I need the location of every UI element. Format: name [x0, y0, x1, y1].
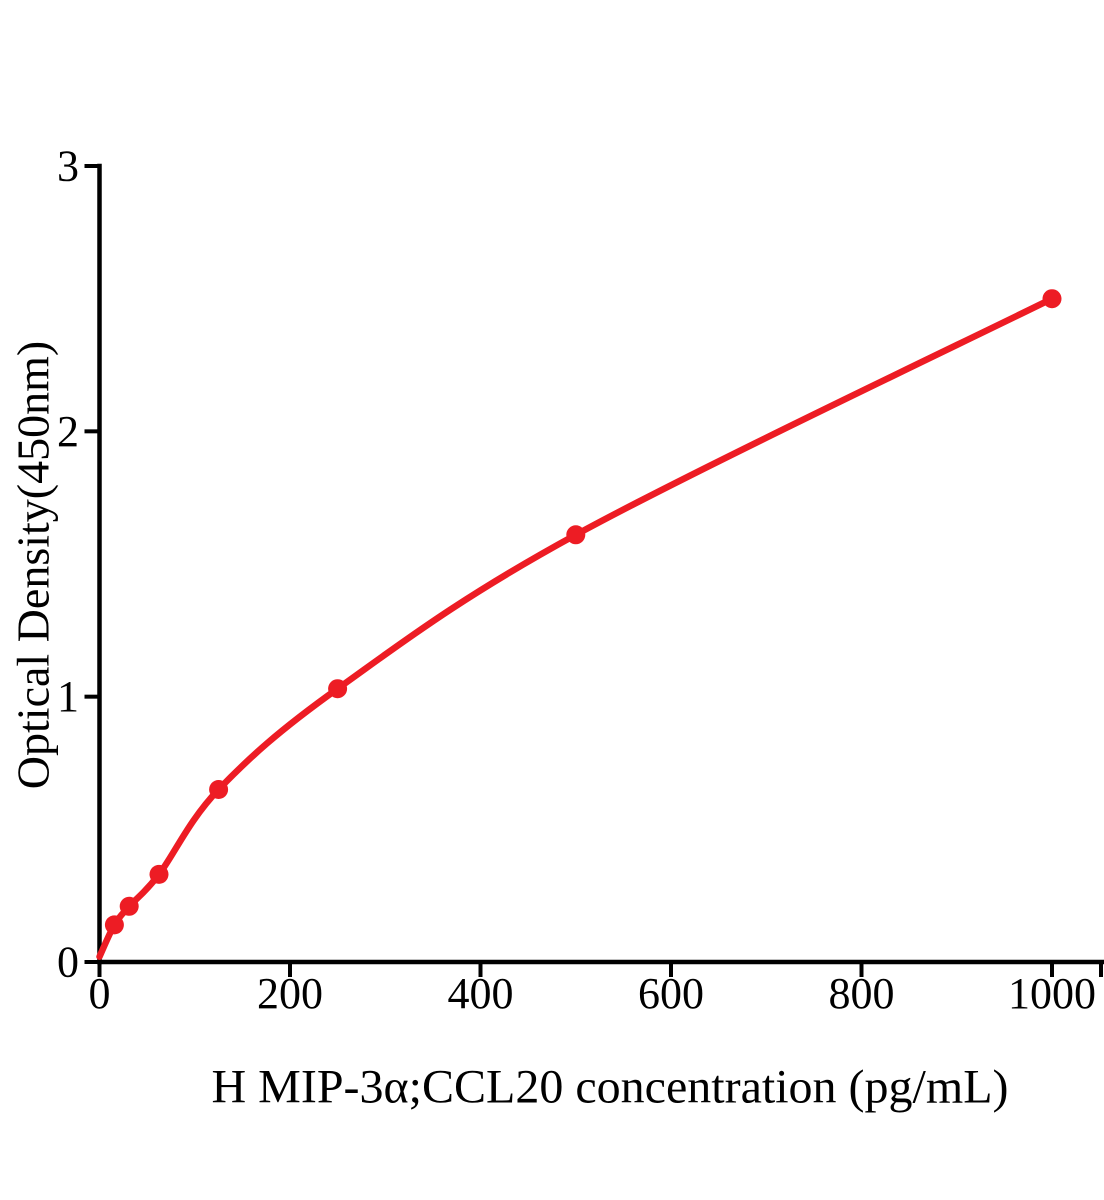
y-axis-tick-label: 3: [57, 142, 79, 191]
y-axis-tick-label: 1: [57, 672, 79, 721]
x-axis-tick-label: 0: [89, 969, 111, 1018]
data-point-marker: [566, 525, 586, 545]
data-point-marker: [1042, 289, 1062, 309]
x-axis-tick-label: 200: [257, 969, 323, 1018]
x-axis-tick-label: 400: [448, 969, 514, 1018]
data-point-marker: [149, 864, 169, 884]
data-point-marker: [119, 896, 139, 916]
x-axis-tick-label: 1000: [1008, 969, 1096, 1018]
data-point-marker: [328, 679, 348, 699]
y-axis-tick-label: 2: [57, 407, 79, 456]
x-axis-tick-label: 600: [638, 969, 704, 1018]
data-point-marker: [104, 915, 124, 935]
x-axis-tick-label: 800: [829, 969, 895, 1018]
data-point-marker: [209, 780, 229, 799]
x-axis-title: H MIP-3α;CCL20 concentration (pg/mL): [211, 1060, 1009, 1114]
y-axis-title: Optical Density(450nm): [7, 340, 59, 790]
y-axis-tick-label: 0: [57, 938, 79, 987]
fit-curve: [96, 295, 1056, 960]
